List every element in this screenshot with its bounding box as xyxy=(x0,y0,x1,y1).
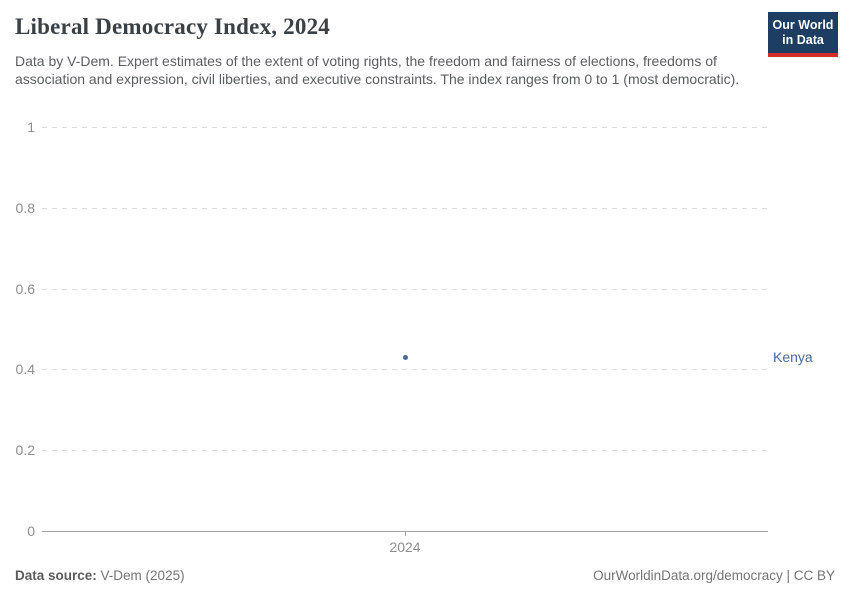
y-tick-label: 0.4 xyxy=(15,361,35,378)
page-title: Liberal Democracy Index, 2024 xyxy=(15,14,330,39)
data-source-note: Data source: V-Dem (2025) xyxy=(15,568,185,583)
gridline xyxy=(42,127,768,128)
y-tick-label: 0.6 xyxy=(15,280,35,297)
y-tick-label: 0 xyxy=(27,523,35,539)
data-source-value: V-Dem (2025) xyxy=(100,568,185,583)
x-tick-label: 2024 xyxy=(389,539,421,555)
gridline xyxy=(42,207,768,209)
entity-label-kenya[interactable]: Kenya xyxy=(773,349,813,366)
owid-logo-red-bar xyxy=(768,52,838,57)
gridline xyxy=(42,450,768,452)
owid-logo-line1: Our World xyxy=(772,18,834,32)
owid-logo[interactable]: Our World in Data xyxy=(768,12,838,57)
owid-logo-text: Our World in Data xyxy=(768,12,838,53)
chart-subtitle: Data by V-Dem. Expert estimates of the e… xyxy=(15,53,740,88)
owid-logo-line2: in Data xyxy=(782,32,824,47)
data-source-label: Data source: xyxy=(15,568,97,583)
gridline xyxy=(42,288,768,290)
gridline xyxy=(42,369,768,371)
data-point-kenya[interactable] xyxy=(402,354,408,360)
y-tick-label: 1 xyxy=(27,119,35,135)
y-tick-label: 0.8 xyxy=(15,199,35,216)
y-tick-label: 0.2 xyxy=(15,442,35,459)
credit-link[interactable]: OurWorldinData.org/democracy | CC BY xyxy=(593,568,835,583)
x-axis-tick xyxy=(405,531,406,536)
